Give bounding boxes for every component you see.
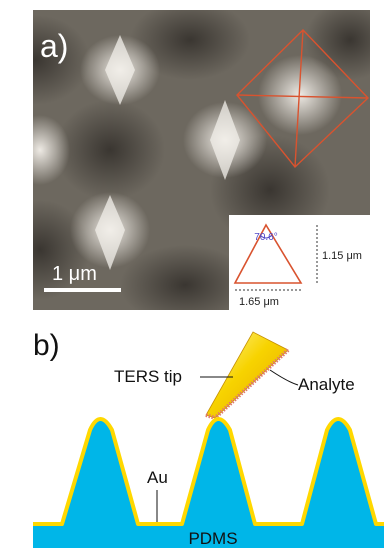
- inset-angle-label: 70.6°: [254, 232, 277, 243]
- inset-width-label: 1.65 μm: [239, 296, 279, 308]
- substrate: [33, 417, 384, 548]
- scale-bar: 1 μm: [44, 263, 121, 292]
- pdms-label: PDMS: [188, 529, 237, 548]
- inset-background: [229, 215, 383, 313]
- panel-a-label: a): [40, 28, 68, 64]
- inset: 70.6° 1.15 μm 1.65 μm: [229, 215, 383, 313]
- pyramid-outline: [236, 29, 369, 169]
- sem-image: [33, 10, 370, 310]
- scale-bar-line: [44, 288, 121, 292]
- ters-tip-body: [205, 331, 289, 419]
- pdms-substrate: [33, 419, 384, 548]
- inset-height-label: 1.15 μm: [322, 250, 362, 262]
- scale-bar-label: 1 μm: [52, 263, 97, 285]
- analyte-label: Analyte: [298, 375, 355, 394]
- analyte-leader: [269, 369, 299, 386]
- panel-b-label: b): [33, 329, 60, 362]
- ters-tip-label: TERS tip: [114, 367, 182, 386]
- inset-triangle: [233, 223, 303, 284]
- gold-label: Au: [147, 468, 168, 487]
- gold-coating: [33, 417, 384, 526]
- ters-tip: [205, 331, 290, 420]
- inset-angle-arc: [259, 234, 273, 239]
